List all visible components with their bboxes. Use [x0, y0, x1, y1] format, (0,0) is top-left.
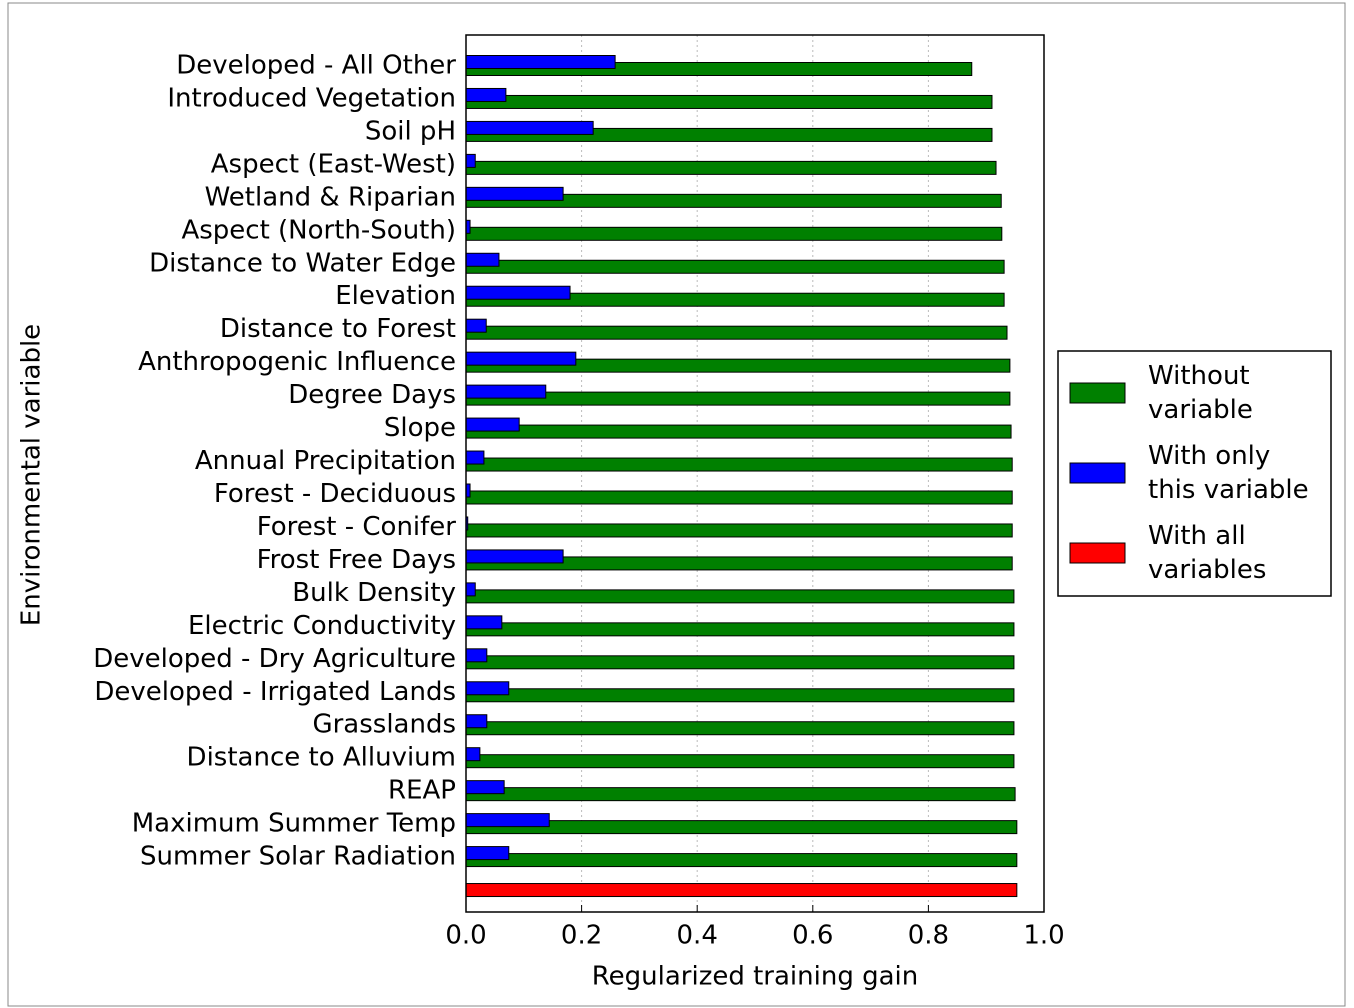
y-tick-label: Forest - Deciduous	[214, 479, 456, 509]
bar	[465, 754, 1015, 769]
bar	[465, 655, 1015, 670]
legend-swatch	[1069, 542, 1126, 564]
bar	[465, 318, 487, 333]
y-tick-label: Introduced Vegetation	[167, 83, 456, 113]
x-tick-label: 0.2	[561, 921, 602, 951]
bar	[465, 94, 993, 109]
y-tick-label: Summer Solar Radiation	[140, 842, 456, 872]
legend-label: With only this variable	[1148, 441, 1309, 505]
bar	[465, 853, 1018, 868]
bar	[465, 186, 564, 201]
bar	[465, 714, 488, 729]
bar	[465, 120, 594, 135]
bar	[465, 780, 505, 795]
bar	[465, 391, 1011, 406]
bar	[465, 721, 1015, 736]
bar	[465, 384, 547, 399]
bar	[465, 883, 1018, 898]
y-tick-label: Distance to Forest	[220, 314, 456, 344]
bar	[465, 55, 616, 69]
x-tick-label: 0.0	[445, 921, 486, 951]
bar	[465, 325, 1008, 340]
bar	[465, 622, 1015, 637]
y-tick-label: Aspect (North-South)	[181, 215, 456, 245]
bar	[465, 87, 507, 102]
x-axis-label: Regularized training gain	[592, 962, 919, 992]
bar	[465, 681, 510, 696]
y-tick-label: Distance to Water Edge	[149, 248, 456, 278]
y-tick-label: Slope	[384, 413, 456, 443]
x-tick-label: 0.8	[908, 921, 949, 951]
bar	[465, 846, 510, 861]
x-tick-label: 0.6	[792, 921, 833, 951]
legend-swatch	[1069, 382, 1126, 404]
bar	[465, 153, 476, 168]
y-tick-label: Developed - All Other	[176, 51, 456, 81]
y-tick-label: Annual Precipitation	[195, 446, 456, 476]
y-tick-label: Maximum Summer Temp	[132, 809, 456, 839]
bar	[465, 259, 1005, 274]
y-tick-label: REAP	[388, 776, 456, 806]
y-tick-label: Aspect (East-West)	[211, 149, 456, 179]
y-tick-label: Frost Free Days	[257, 545, 456, 575]
bar	[465, 252, 500, 267]
y-axis-label: Environmental variable	[17, 324, 47, 626]
bar	[465, 615, 503, 630]
bar	[465, 450, 485, 465]
plot-frame	[465, 34, 1045, 913]
bar	[465, 351, 577, 366]
y-tick-label: Grasslands	[312, 710, 456, 740]
y-tick-label: Elevation	[335, 281, 456, 311]
bar	[465, 160, 997, 175]
y-tick-label: Anthropogenic Influence	[138, 347, 456, 377]
y-tick-label: Electric Conductivity	[188, 611, 456, 641]
x-tick-label: 1.0	[1023, 921, 1064, 951]
bar	[465, 549, 564, 564]
bar	[465, 523, 1013, 538]
bar	[465, 417, 520, 432]
bar	[465, 226, 1003, 241]
bar	[465, 787, 1016, 802]
bar	[465, 582, 476, 597]
legend-label: With all variables	[1148, 521, 1266, 585]
bar	[465, 688, 1015, 703]
y-tick-label: Forest - Conifer	[257, 512, 457, 542]
y-tick-label: Degree Days	[288, 380, 456, 410]
y-tick-label: Distance to Alluvium	[187, 743, 456, 773]
bar	[465, 747, 481, 762]
y-tick-label: Developed - Irrigated Lands	[94, 677, 456, 707]
bar	[465, 813, 550, 828]
legend-label: Without variable	[1148, 361, 1253, 425]
bar	[465, 490, 1013, 505]
y-tick-label: Soil pH	[365, 116, 456, 146]
bar	[465, 457, 1013, 472]
frame	[7, 2, 1346, 1007]
y-tick-label: Developed - Dry Agriculture	[93, 644, 456, 674]
x-tick-label: 0.4	[677, 921, 718, 951]
bar	[465, 589, 1015, 604]
y-tick-label: Bulk Density	[292, 578, 456, 608]
bar	[465, 285, 571, 300]
y-tick-label: Wetland & Riparian	[205, 182, 456, 212]
legend-swatch	[1069, 462, 1126, 484]
bar	[465, 648, 488, 663]
bar	[465, 424, 1012, 439]
